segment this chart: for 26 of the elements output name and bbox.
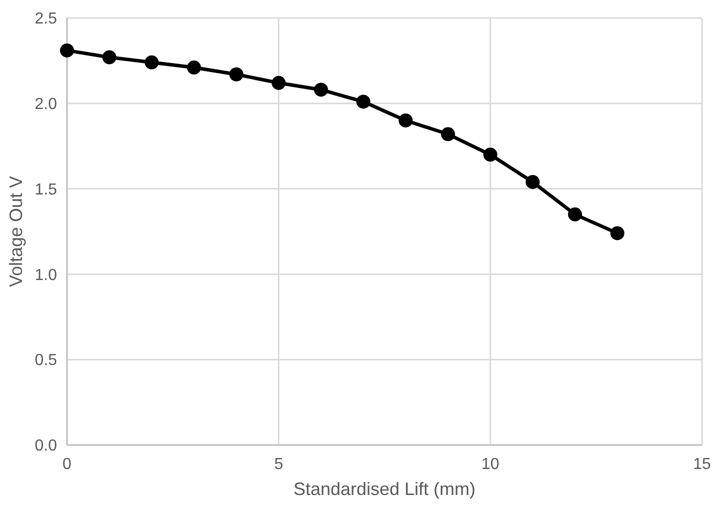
point (568, 207, 582, 222)
y-tick-label: 0.0 (34, 438, 58, 455)
y-tick-label: 1.5 (34, 181, 58, 198)
point (144, 55, 159, 70)
x-axis-title: Standardised Lift (mm) (293, 479, 476, 499)
y-tick-label: 2.0 (34, 96, 58, 113)
point (187, 60, 201, 75)
point (398, 113, 413, 128)
x-tick-label: 5 (274, 456, 284, 473)
y-tick-label: 1.0 (34, 266, 58, 284)
point (483, 148, 498, 162)
point (229, 67, 244, 82)
point (314, 82, 328, 97)
point (610, 226, 624, 240)
x-tick-label: 15 (693, 456, 711, 473)
point (102, 50, 116, 64)
y-tick-label: 0.5 (34, 352, 58, 370)
point (60, 43, 74, 58)
point (356, 94, 370, 109)
point (526, 174, 540, 189)
point (441, 127, 455, 142)
y-axis-title: Voltage Out V (6, 176, 26, 288)
point (272, 76, 286, 90)
x-tick-label: 0 (62, 456, 72, 473)
x-tick-label: 10 (481, 456, 500, 473)
y-tick-label: 2.5 (34, 10, 58, 28)
